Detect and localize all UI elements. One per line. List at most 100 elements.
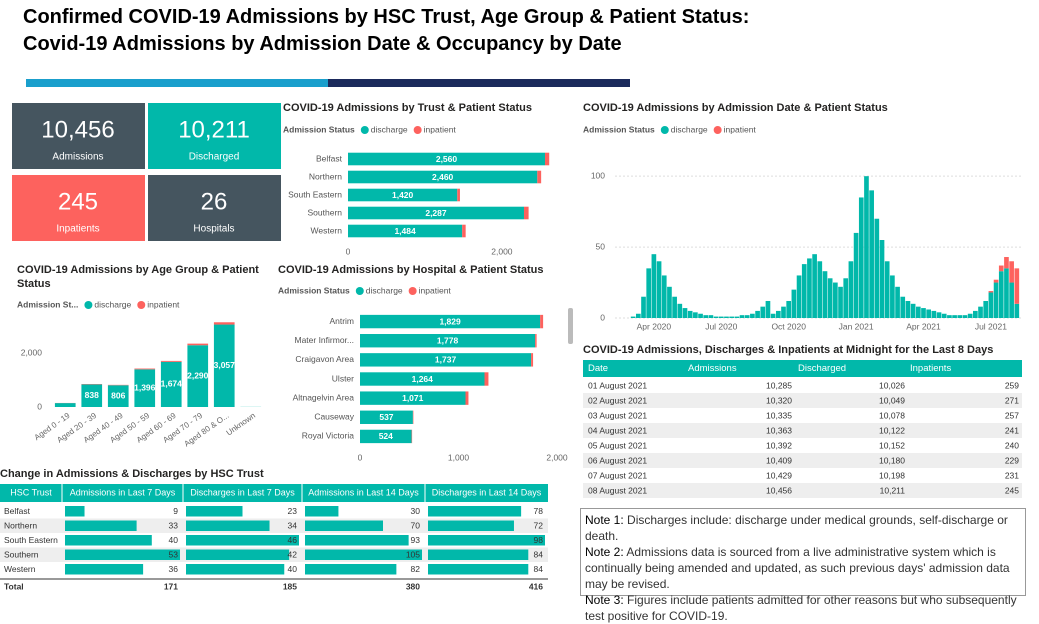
table-cell: 10,456 [766, 485, 792, 495]
data-bar [305, 535, 409, 546]
bar [838, 287, 843, 318]
bar [714, 317, 719, 318]
table-cell: 10,320 [766, 395, 792, 405]
bar [667, 287, 672, 318]
bar [657, 261, 662, 318]
table-row [583, 453, 1022, 468]
bar [952, 315, 957, 318]
kpi-label: Admissions [52, 152, 103, 163]
data-bar [428, 564, 528, 575]
table-cell: 10,198 [879, 470, 905, 480]
bar [703, 315, 708, 318]
table-total: 380 [406, 581, 420, 591]
bar [849, 261, 854, 318]
data-label: 524 [379, 431, 393, 441]
bar [895, 287, 900, 318]
bar [989, 292, 994, 318]
x-tick-label: 0 [346, 246, 351, 256]
bar [540, 315, 543, 328]
table-total: Total [4, 581, 24, 591]
table-cell: 84 [534, 549, 544, 559]
table-cell: 10,211 [880, 485, 906, 495]
bar [760, 307, 765, 318]
data-bar [428, 550, 528, 561]
data-label: 1,420 [392, 190, 414, 200]
data-bar [428, 506, 521, 517]
data-bar [186, 506, 243, 517]
bar [729, 317, 734, 318]
table-total: 171 [164, 581, 178, 591]
dashboard: Confirmed COVID-19 Admissions by HSC Tru… [0, 0, 1039, 608]
bar [677, 304, 682, 318]
table-total: 185 [283, 581, 297, 591]
table-cell: 10,122 [879, 425, 905, 435]
bar [524, 207, 529, 220]
legend-label: inpatient [147, 299, 180, 309]
y-tick-label: Belfast [316, 153, 343, 163]
table-cell: 33 [169, 520, 179, 530]
bar [1014, 304, 1019, 318]
bar [828, 278, 833, 318]
table-cell: 105 [406, 549, 420, 559]
scrollbar[interactable] [568, 308, 573, 344]
data-bar [65, 506, 85, 517]
data-bar [65, 564, 143, 575]
column-header: Date [588, 363, 608, 374]
table-cell: 10,078 [879, 410, 905, 420]
chart-title: COVID-19 Admissions by Admission Date & … [583, 101, 1013, 115]
column-header: Admissions in Last 7 Days [70, 487, 176, 497]
data-label: 838 [85, 390, 99, 400]
bar [531, 353, 533, 366]
data-label: 3,057 [214, 360, 236, 370]
table-cell: 34 [288, 520, 298, 530]
table-total: 416 [529, 581, 543, 591]
legend-label: discharge [366, 285, 403, 295]
note-label: Note 3: [585, 593, 624, 607]
table-cell: 08 August 2021 [588, 485, 647, 495]
bar [719, 317, 724, 318]
data-bar [186, 521, 270, 532]
data-bar [305, 564, 396, 575]
legend-title: Admission St... [17, 299, 78, 309]
legend-label: inpatient [424, 124, 457, 134]
bar [755, 311, 760, 318]
chart-title: COVID-19 Admissions by Age Group & Patie… [17, 263, 267, 291]
bar [187, 344, 208, 346]
table-cell: 229 [1005, 455, 1019, 465]
column-header: Discharges in Last 14 Days [432, 487, 542, 497]
table-cell: 23 [288, 506, 298, 516]
y-tick-label: Royal Victoria [302, 431, 355, 441]
y-tick-label: 0 [37, 401, 42, 411]
bar [874, 219, 879, 318]
bar [994, 283, 999, 318]
table-cell: 06 August 2021 [588, 455, 647, 465]
y-tick-label: Western [311, 225, 343, 235]
bar [462, 225, 465, 238]
bar [776, 311, 781, 318]
data-bar [186, 535, 299, 546]
table-cell: 257 [1005, 410, 1019, 420]
table-row [583, 378, 1022, 393]
bar [457, 189, 460, 202]
bar [786, 301, 791, 318]
kpi-value: 26 [201, 188, 228, 215]
legend-marker [356, 287, 364, 295]
kpi-label: Inpatients [56, 224, 99, 235]
table-title: COVID-19 Admissions, Discharges & Inpati… [583, 343, 1023, 357]
table-cell: 40 [169, 535, 179, 545]
note-text: Discharges include: discharge under medi… [585, 513, 1008, 543]
y-tick-label: Antrim [329, 316, 354, 326]
bar [766, 301, 771, 318]
bar [968, 314, 973, 318]
table-title: Change in Admissions & Discharges by HSC… [0, 467, 300, 481]
bar [1004, 257, 1009, 268]
bar [1004, 268, 1009, 318]
table-cell: 10,049 [879, 395, 905, 405]
table-cell: 271 [1005, 395, 1019, 405]
y-tick-label: Ulster [332, 373, 354, 383]
data-label: 1,484 [394, 226, 416, 236]
bar [652, 254, 657, 318]
bar [957, 315, 962, 318]
bar [662, 275, 667, 318]
bar [833, 283, 838, 318]
